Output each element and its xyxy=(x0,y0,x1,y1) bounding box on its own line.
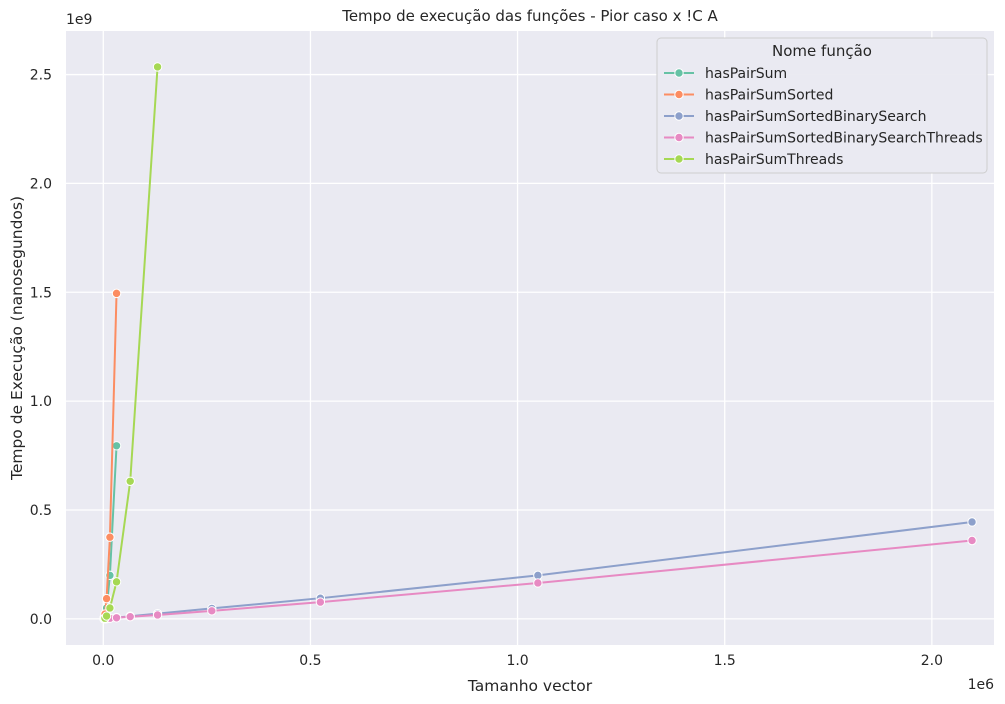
series-hasPairSumThreads xyxy=(99,62,163,624)
x-axis-label: Tamanho vector xyxy=(467,677,593,695)
y-tick-label: 1.0 xyxy=(30,394,52,410)
data-point xyxy=(111,288,122,299)
x-tick-label: 1.0 xyxy=(506,653,528,669)
legend-swatch-marker xyxy=(674,132,684,143)
y-axis-label: Tempo de Execução (nanosegundos) xyxy=(8,196,26,481)
data-point xyxy=(125,611,135,622)
x-offset-label: 1e6 xyxy=(968,677,995,693)
legend-swatch-marker xyxy=(674,68,684,78)
y-tick-label: 2.5 xyxy=(30,68,52,84)
data-point xyxy=(125,476,135,486)
data-point xyxy=(967,517,977,527)
y-axis-ticks: 0.0 0.5 1.0 1.5 2.0 2.5 xyxy=(30,68,52,628)
data-point xyxy=(105,532,115,542)
x-tick-label: 1.5 xyxy=(714,653,736,669)
chart-title: Tempo de execução das funções - Pior cas… xyxy=(341,7,718,25)
legend-label: hasPairSumSortedBinarySearch xyxy=(705,109,926,125)
legend-title: Nome função xyxy=(772,42,872,60)
legend-label: hasPairSumSortedBinarySearchThreads xyxy=(705,131,983,147)
y-offset-label: 1e9 xyxy=(66,12,92,28)
data-point xyxy=(111,577,122,587)
data-point xyxy=(315,597,326,607)
legend-item: hasPairSumSortedBinarySearchThreads xyxy=(664,131,983,147)
legend-item: hasPairSumSorted xyxy=(664,88,833,104)
legend-frame xyxy=(656,37,988,174)
x-axis-ticks: 0.0 0.5 1.0 1.5 2.0 xyxy=(92,653,943,669)
data-point xyxy=(967,535,977,546)
y-tick-label: 0.5 xyxy=(30,503,52,519)
x-tick-label: 2.0 xyxy=(921,653,943,669)
data-point xyxy=(101,593,112,604)
y-tick-label: 1.5 xyxy=(30,285,52,301)
legend-item: hasPairSumSortedBinarySearch xyxy=(664,109,926,125)
data-point xyxy=(111,441,122,451)
legend-items: hasPairSum hasPairSumSorted hasPairSumSort… xyxy=(664,66,983,168)
data-point xyxy=(152,610,163,620)
data-point xyxy=(533,578,543,588)
legend-label: hasPairSumThreads xyxy=(705,152,843,168)
legend: Nome função hasPairSumhasPairSumSortedha… xyxy=(656,37,988,174)
legend-swatch-marker xyxy=(674,154,684,164)
x-tick-label: 0.0 xyxy=(92,653,114,669)
legend-swatch-marker xyxy=(674,111,684,121)
x-tick-label: 0.5 xyxy=(299,653,321,669)
legend-item: hasPairSum xyxy=(664,66,787,82)
legend-label: hasPairSum xyxy=(705,66,787,82)
y-tick-label: 2.0 xyxy=(30,176,52,192)
legend-swatch-marker xyxy=(674,89,684,100)
legend-item: hasPairSumThreads xyxy=(664,152,843,168)
data-point xyxy=(101,611,112,621)
series-group xyxy=(99,62,977,624)
data-point xyxy=(152,62,163,72)
data-point xyxy=(105,603,115,613)
y-tick-label: 0.0 xyxy=(30,612,52,628)
legend-label: hasPairSumSorted xyxy=(705,88,833,104)
data-point xyxy=(207,606,217,616)
data-point xyxy=(111,613,122,623)
